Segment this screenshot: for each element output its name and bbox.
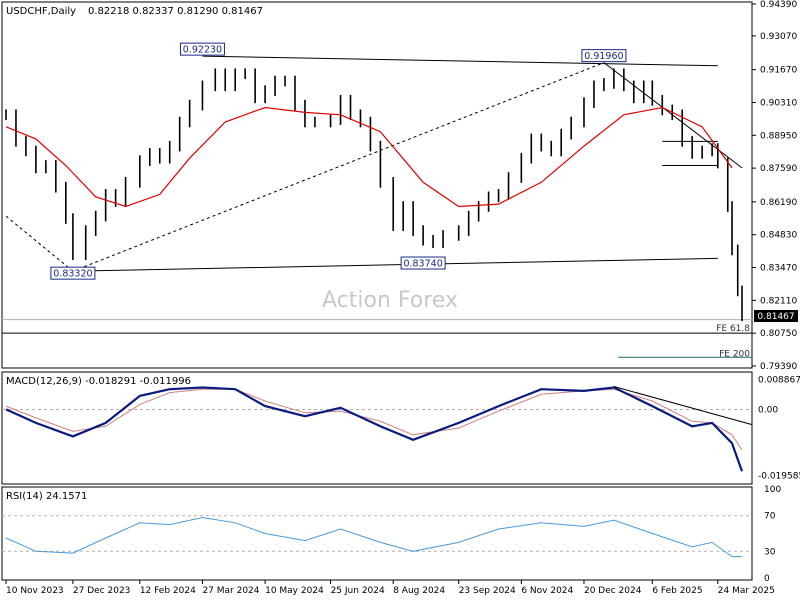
price-tick-label: 0.88950 (760, 131, 797, 141)
lower-trendline (72, 257, 718, 272)
rsi-tick-label: 0 (764, 574, 770, 584)
price-tick-label: 0.83470 (760, 264, 797, 274)
price-bars (5, 68, 743, 322)
price-tick-label: 0.94390 (760, 0, 797, 10)
time-tick-label: 24 Mar 2025 (718, 586, 775, 596)
chart-title: USDCHF,Daily (6, 6, 76, 17)
price-tick-label: 0.84830 (760, 231, 797, 241)
main-trendlines (2, 55, 752, 358)
rsi-line (5, 516, 743, 558)
time-tick-label: 6 Nov 2024 (521, 586, 573, 596)
time-axis: 10 Nov 2023 27 Dec 2023 12 Feb 2024 27 Mar … (5, 580, 775, 596)
time-tick-label: 12 Feb 2024 (140, 586, 196, 596)
price-axis: 0.94390 0.93070 0.91670 0.90310 0.88950 0.875… (752, 0, 800, 584)
fe-label: FE 200 (719, 349, 750, 359)
macd-trendline (613, 386, 753, 426)
rsi-tick-label: 30 (764, 547, 776, 557)
time-tick-label: 6 Feb 2025 (652, 586, 702, 596)
price-tick-label: 0.79390 (760, 362, 797, 372)
pivot-label-box (581, 49, 627, 63)
pivot-label-box (400, 256, 446, 270)
rsi-lines (5, 516, 743, 558)
ma-line (5, 106, 733, 208)
price-tick-label: 0.80750 (760, 329, 797, 339)
main-grid (2, 408, 752, 552)
macd-signal-line (5, 388, 743, 451)
time-tick-label: 27 Dec 2023 (73, 586, 131, 596)
main-panel-frame (1, 1, 753, 369)
moving-average (5, 106, 733, 208)
price-annotations: 0.92230 0.91960 0.83320 0.83740 FE 61.8 FE 20… (50, 42, 750, 359)
upper-trendline (202, 55, 718, 67)
pivot-label: 0.83320 (53, 269, 92, 280)
macd-panel-frame (1, 371, 753, 485)
macd-tick-label: -0.019585 (758, 472, 800, 482)
time-tick-label: 27 Mar 2024 (202, 586, 259, 596)
pivot-label: 0.83740 (403, 259, 442, 270)
price-tick-label: 0.82110 (760, 296, 797, 306)
pivot-label-box (179, 42, 225, 56)
time-tick-label: 10 May 2024 (265, 586, 324, 596)
time-tick-label: 20 Dec 2024 (584, 586, 642, 596)
fe-label: FE 61.8 (716, 324, 750, 334)
watermark: Action Forex (322, 288, 458, 313)
rsi-title: RSI(14) 24.1571 (6, 491, 87, 502)
dashed-leg (5, 215, 74, 272)
macd-title: MACD(12,26,9) -0.018291 -0.011996 (6, 376, 191, 387)
pivot-label-box (50, 266, 96, 280)
time-tick-label: 10 Nov 2023 (6, 586, 64, 596)
pivot-label: 0.91960 (584, 51, 623, 62)
rsi-tick-label: 70 (764, 512, 776, 522)
price-tick-label: 0.93070 (760, 32, 797, 42)
price-tick-label: 0.91670 (760, 66, 797, 76)
rsi-tick-label: 100 (764, 485, 781, 495)
current-price-box (754, 310, 798, 322)
ohlc-values: 0.82218 0.82337 0.81290 0.81467 (88, 6, 263, 17)
time-tick-label: 25 Jun 2024 (331, 586, 385, 596)
current-price-label: 0.81467 (757, 312, 794, 322)
price-tick-label: 0.90310 (760, 98, 797, 108)
price-tick-label: 0.87590 (760, 164, 797, 174)
macd-line (5, 386, 744, 472)
pivot-label: 0.92230 (183, 45, 222, 56)
dashed-trendline (72, 62, 605, 272)
macd-lines (5, 386, 753, 472)
rsi-panel-frame (1, 486, 753, 581)
time-tick-label: 23 Sep 2024 (459, 586, 516, 596)
macd-tick-label: 0.008867 (758, 376, 800, 386)
price-tick-label: 0.86190 (760, 198, 797, 208)
macd-tick-label: 0.00 (758, 405, 778, 415)
time-tick-label: 8 Aug 2024 (393, 586, 445, 596)
